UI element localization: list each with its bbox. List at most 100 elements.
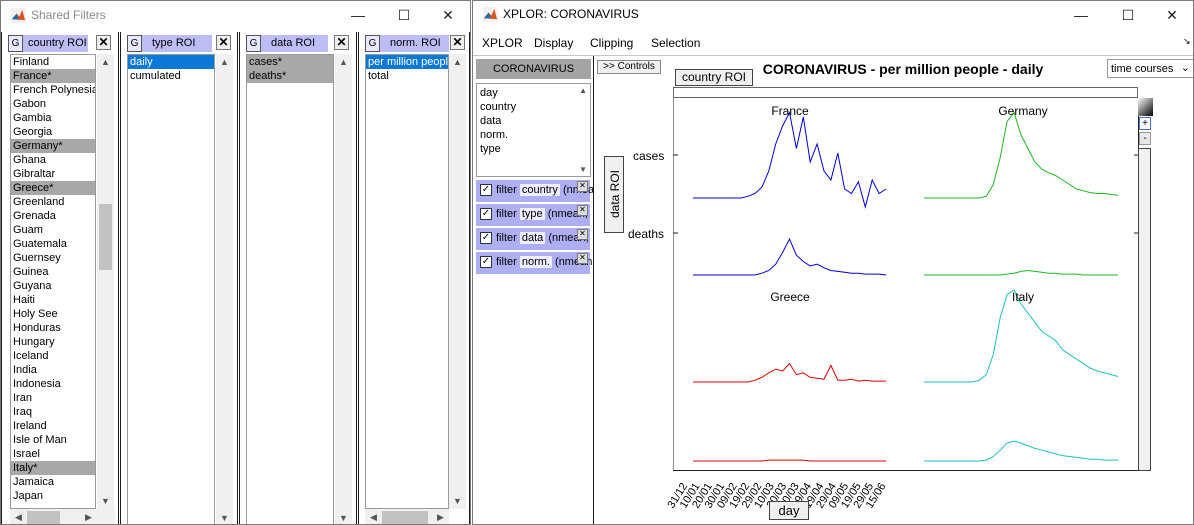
country-list-item[interactable]: Guyana: [13, 280, 52, 292]
country-list-item[interactable]: Jamaica: [13, 476, 54, 488]
xplor-titlebar[interactable]: XPLOR: CORONAVIRUS — ☐ ✕: [473, 1, 1193, 30]
checkbox-checked-icon[interactable]: ✓: [480, 232, 492, 244]
zoom-out-button[interactable]: -: [1139, 132, 1151, 145]
vertical-scrollbar[interactable]: ▲ ▼: [216, 54, 233, 524]
country-list-item[interactable]: Ireland: [13, 420, 47, 432]
menu-selection[interactable]: Selection: [651, 36, 701, 50]
country-list-item[interactable]: Guinea: [13, 266, 49, 278]
data-list-item[interactable]: deaths*: [247, 69, 333, 83]
country-list-item[interactable]: India: [13, 364, 37, 376]
country-list-item[interactable]: France*: [11, 69, 95, 83]
group-toggle-button[interactable]: G: [246, 35, 261, 52]
country-list-item[interactable]: Honduras: [13, 322, 61, 334]
country-list-item[interactable]: Japan: [13, 490, 43, 502]
dimension-item[interactable]: data: [480, 115, 502, 127]
plot-vertical-scrollbar[interactable]: [1138, 148, 1151, 471]
display-mode-select[interactable]: time courses ⌄: [1107, 59, 1193, 78]
scroll-up-icon[interactable]: ▲: [220, 57, 229, 67]
country-list-item[interactable]: Guernsey: [13, 252, 61, 264]
menu-clipping[interactable]: Clipping: [590, 36, 634, 50]
scroll-down-icon[interactable]: ▼: [220, 513, 229, 523]
shared-filters-titlebar[interactable]: Shared Filters — ☐ ✕: [1, 1, 470, 30]
horizontal-scrollbar[interactable]: ◀ ▶: [365, 509, 449, 524]
group-toggle-button[interactable]: G: [127, 35, 142, 52]
country-list-item[interactable]: Iceland: [13, 350, 49, 362]
filter-dimension-chip[interactable]: data: [519, 232, 546, 244]
close-icon[interactable]: ✕: [577, 181, 588, 192]
country-list-item[interactable]: Iraq: [13, 406, 32, 418]
close-panel-button[interactable]: ✕: [96, 35, 111, 50]
horizontal-scrollbar[interactable]: ◀ ▶: [10, 509, 115, 524]
country-list-item[interactable]: French Polynesia: [13, 84, 96, 96]
dimension-list[interactable]: day country data norm. type ▲ ▼: [476, 83, 591, 177]
close-panel-button[interactable]: ✕: [334, 35, 349, 50]
day-button[interactable]: day: [769, 501, 809, 520]
filter-row[interactable]: ✓filter country (nmea✕: [476, 180, 594, 202]
country-list-item[interactable]: Holy See: [13, 308, 58, 320]
menu-display[interactable]: Display: [534, 36, 574, 50]
dimension-item[interactable]: norm.: [480, 129, 509, 141]
type-list-item[interactable]: daily: [128, 55, 214, 69]
filter-row[interactable]: ✓ filter norm. (nmean ✕: [476, 252, 592, 274]
filter-dimension-chip[interactable]: norm.: [519, 256, 552, 268]
filter-row[interactable]: ✓ filter data (nmean, ✕: [476, 228, 590, 250]
scroll-down-icon[interactable]: ▼: [579, 165, 587, 174]
data-list-item[interactable]: cases*: [247, 55, 333, 69]
filter-dimension-chip[interactable]: type: [519, 208, 545, 220]
country-list-item[interactable]: Greenland: [13, 196, 65, 208]
scroll-thumb[interactable]: [27, 511, 60, 524]
country-list-item[interactable]: Finland: [13, 56, 50, 68]
country-list-item[interactable]: Hungary: [13, 336, 55, 348]
scroll-down-icon[interactable]: ▼: [101, 496, 110, 506]
country-list-item[interactable]: Indonesia: [13, 378, 61, 390]
country-list[interactable]: Finland France* French Polynesia Gabon Gambi…: [10, 54, 96, 509]
scroll-right-icon[interactable]: ▶: [85, 512, 92, 522]
country-list-item[interactable]: Guatemala: [13, 238, 67, 250]
vertical-scrollbar[interactable]: ▲ ▼: [449, 54, 466, 509]
country-list-item[interactable]: Guam: [13, 224, 43, 236]
data-list[interactable]: cases* deaths*: [246, 54, 334, 524]
scroll-thumb[interactable]: [99, 204, 112, 270]
minimize-button[interactable]: —: [351, 7, 365, 23]
country-list-item[interactable]: Gibraltar: [13, 168, 56, 180]
country-roi-strip[interactable]: [673, 87, 1138, 98]
checkbox-checked-icon[interactable]: ✓: [480, 208, 492, 220]
close-window-button[interactable]: ✕: [1166, 7, 1178, 23]
menu-xplor[interactable]: XPLOR: [482, 36, 523, 50]
checkbox-checked-icon[interactable]: ✓: [480, 184, 492, 196]
dimension-item[interactable]: type: [480, 143, 501, 155]
zoom-in-button[interactable]: +: [1139, 117, 1151, 130]
scroll-up-icon[interactable]: ▲: [339, 57, 348, 67]
scroll-left-icon[interactable]: ◀: [15, 512, 22, 522]
country-list-item[interactable]: Italy*: [11, 461, 95, 475]
dimension-item[interactable]: country: [480, 101, 517, 113]
controls-button[interactable]: >> Controls: [597, 60, 661, 74]
type-list[interactable]: daily cumulated: [127, 54, 215, 524]
type-list-item[interactable]: cumulated: [130, 70, 181, 82]
chevron-down-icon[interactable]: ⌄: [1180, 62, 1190, 74]
checkbox-checked-icon[interactable]: ✓: [480, 256, 492, 268]
close-panel-button[interactable]: ✕: [216, 35, 231, 50]
close-icon[interactable]: ✕: [577, 205, 588, 216]
minimize-button[interactable]: —: [1074, 7, 1088, 23]
norm-list-item[interactable]: per million people: [366, 55, 449, 69]
country-list-item[interactable]: Grenada: [13, 210, 56, 222]
filter-dimension-chip[interactable]: country: [519, 184, 560, 196]
vertical-scrollbar[interactable]: ▲ ▼: [97, 54, 114, 509]
country-list-item[interactable]: Isle of Man: [13, 434, 67, 446]
scroll-up-icon[interactable]: ▲: [579, 86, 587, 95]
country-list-item[interactable]: Gambia: [13, 112, 52, 124]
scroll-up-icon[interactable]: ▲: [101, 57, 110, 67]
maximize-button[interactable]: ☐: [397, 7, 411, 23]
country-list-item[interactable]: Gabon: [13, 98, 47, 110]
group-toggle-button[interactable]: G: [365, 35, 380, 52]
dimension-item[interactable]: day: [480, 87, 498, 99]
country-roi-button[interactable]: country ROI: [675, 69, 753, 86]
filter-row[interactable]: ✓ filter type (nmean, ✕: [476, 204, 590, 226]
scroll-right-icon[interactable]: ▶: [437, 512, 444, 522]
scroll-down-icon[interactable]: ▼: [453, 496, 462, 506]
close-window-button[interactable]: ✕: [442, 7, 454, 23]
country-list-item[interactable]: Ghana: [13, 154, 47, 166]
country-list-item[interactable]: Israel: [13, 448, 40, 460]
vertical-scrollbar[interactable]: ▲ ▼: [335, 54, 352, 524]
